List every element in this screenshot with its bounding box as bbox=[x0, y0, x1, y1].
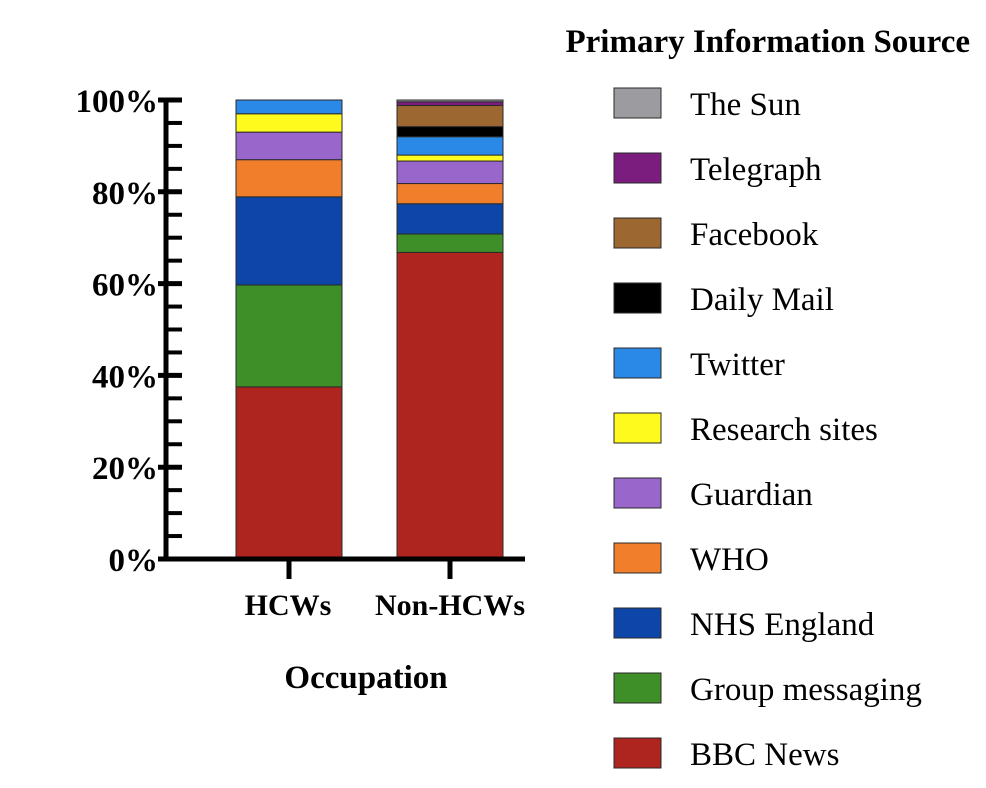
legend-swatch bbox=[613, 347, 662, 379]
bar-segment-1-5 bbox=[396, 154, 504, 162]
y-axis: 0% 20% 40% 60% 80% 100% bbox=[76, 84, 182, 579]
legend-item: BBC News bbox=[613, 737, 839, 773]
legend-label: Telegraph bbox=[690, 152, 822, 188]
legend-label: Guardian bbox=[690, 477, 813, 513]
legend: The Sun Telegraph Facebook Daily Mail Twitte… bbox=[613, 87, 922, 773]
x-axis: HCWs Non-HCWs bbox=[164, 556, 525, 622]
legend-swatch bbox=[613, 542, 662, 574]
bar-segment-1-0 bbox=[396, 251, 504, 560]
legend-item: The Sun bbox=[613, 87, 801, 123]
y-tick-label: 40% bbox=[92, 359, 158, 395]
bar-segment-0-6 bbox=[235, 99, 343, 115]
x-tick-label: Non-HCWs bbox=[375, 589, 525, 622]
legend-label: NHS England bbox=[690, 607, 875, 643]
bar-segment-1-3 bbox=[396, 183, 504, 205]
bar-stacks bbox=[235, 99, 504, 560]
legend-label: Group messaging bbox=[690, 672, 922, 708]
legend-item: Twitter bbox=[613, 347, 785, 383]
legend-swatch bbox=[613, 152, 662, 184]
legend-swatch bbox=[613, 412, 662, 444]
bar-segment-1-9 bbox=[396, 101, 504, 107]
bar-segment-1-1 bbox=[396, 233, 504, 253]
bar-segment-1-4 bbox=[396, 160, 504, 185]
legend-label: WHO bbox=[690, 542, 769, 578]
bar-segment-0-0 bbox=[235, 386, 343, 560]
legend-item: Telegraph bbox=[613, 152, 822, 188]
legend-label: BBC News bbox=[690, 737, 839, 773]
legend-item: NHS England bbox=[613, 607, 875, 643]
bar-segment-1-6 bbox=[396, 136, 504, 156]
y-tick-label: 20% bbox=[92, 451, 158, 487]
y-tick-label: 80% bbox=[92, 176, 158, 212]
legend-title: Primary Information Source bbox=[566, 24, 971, 60]
bar-segment-1-2 bbox=[396, 203, 504, 235]
legend-label: The Sun bbox=[690, 87, 801, 123]
legend-item: Daily Mail bbox=[613, 282, 834, 318]
legend-item: Research sites bbox=[613, 412, 878, 448]
legend-swatch bbox=[613, 217, 662, 249]
legend-swatch bbox=[613, 672, 662, 704]
y-tick-label: 0% bbox=[109, 543, 159, 579]
bar-segment-0-2 bbox=[235, 196, 343, 286]
bar-segment-0-3 bbox=[235, 159, 343, 198]
legend-label: Research sites bbox=[690, 412, 878, 448]
legend-swatch bbox=[613, 737, 662, 769]
x-axis-title: Occupation bbox=[284, 660, 447, 696]
legend-item: Group messaging bbox=[613, 672, 922, 708]
bar-segment-1-7 bbox=[396, 126, 504, 138]
legend-label: Daily Mail bbox=[690, 282, 834, 318]
legend-item: Guardian bbox=[613, 477, 813, 513]
legend-label: Twitter bbox=[690, 347, 785, 383]
legend-item: Facebook bbox=[613, 217, 819, 253]
legend-swatch bbox=[613, 477, 662, 509]
legend-item: WHO bbox=[613, 542, 769, 578]
legend-swatch bbox=[613, 607, 662, 639]
y-tick-label: 60% bbox=[92, 268, 158, 304]
legend-label: Facebook bbox=[690, 217, 819, 253]
bar-segment-1-8 bbox=[396, 105, 504, 128]
bar-segment-0-5 bbox=[235, 113, 343, 133]
x-tick-label: HCWs bbox=[245, 589, 332, 622]
y-tick-label: 100% bbox=[76, 84, 159, 120]
bar-segment-1-10 bbox=[396, 99, 504, 103]
bar-segment-0-1 bbox=[235, 284, 343, 388]
legend-swatch bbox=[613, 282, 662, 314]
legend-swatch bbox=[613, 87, 662, 119]
bar-segment-0-4 bbox=[235, 131, 343, 161]
